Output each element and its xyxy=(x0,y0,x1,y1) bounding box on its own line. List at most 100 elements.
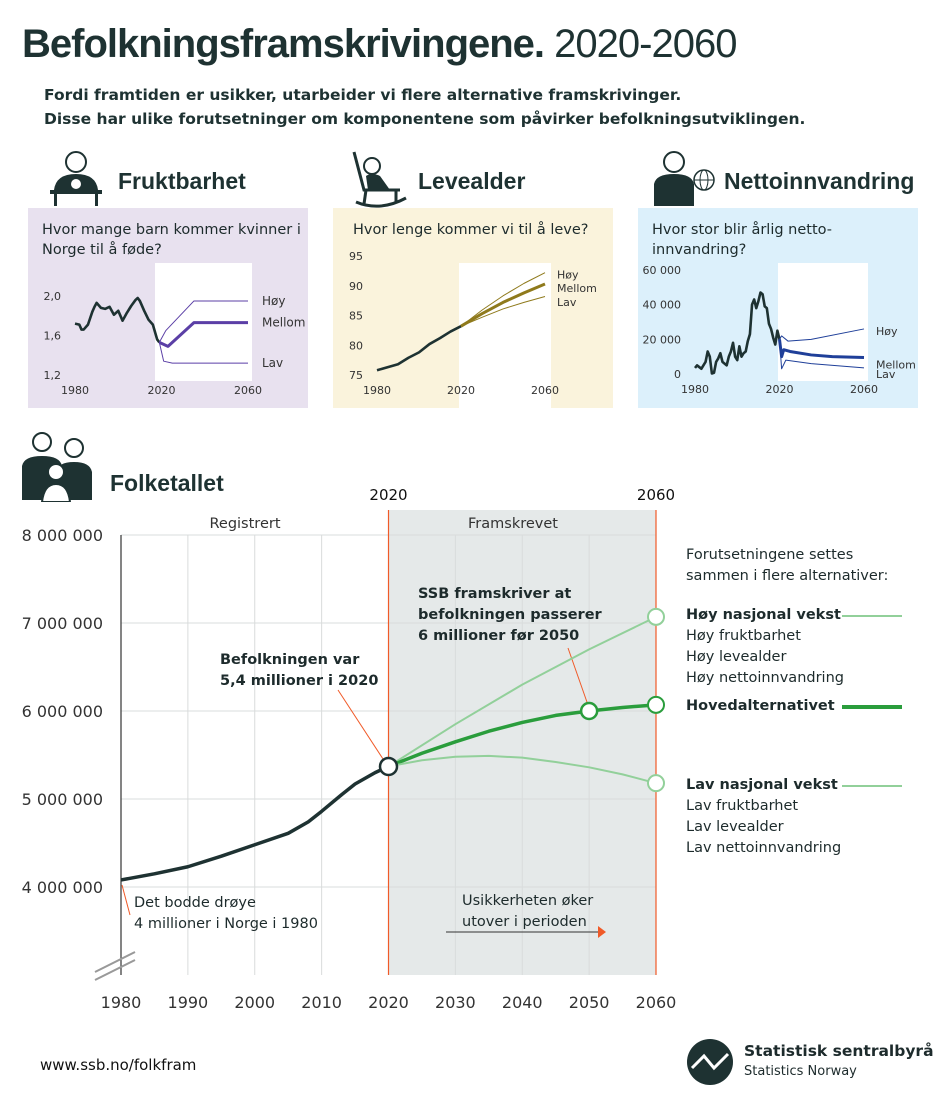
series-label: Høy xyxy=(557,268,579,281)
x-tick-label: 2020 xyxy=(148,384,176,397)
y-tick-label: 1,6 xyxy=(44,330,62,343)
series-line-lav xyxy=(779,339,865,370)
x-tick-label: 1990 xyxy=(168,993,209,1012)
y-tick-label: 60 000 xyxy=(643,264,682,277)
annotation-uncertainty: Usikkerheten øker utover i perioden xyxy=(462,893,594,930)
series-label: Høy xyxy=(876,325,898,338)
legend-low: Lav nasjonal vekst xyxy=(686,777,838,793)
y-tick-label: 80 xyxy=(349,339,363,352)
series-label: Lav xyxy=(557,296,577,309)
end-marker xyxy=(647,695,665,714)
series-label: Lav xyxy=(262,356,283,370)
fertility-chart: 1,2 1,6 2,0 1980 2020 2060 Høy Mellom Lav xyxy=(44,263,305,397)
axis-break xyxy=(94,959,136,981)
axis-break xyxy=(94,951,136,973)
y-tick-label: 20 000 xyxy=(643,333,682,346)
annotation-leader xyxy=(337,689,386,763)
annotation-leader xyxy=(121,884,131,916)
legend-low-item: Lav fruktbarhet xyxy=(686,798,799,814)
annotation-2020: Befolkningen var 5,4 millioner i 2020 xyxy=(220,652,379,689)
x-tick-label: 2030 xyxy=(435,993,476,1012)
end-marker xyxy=(647,607,665,626)
migration-chart: 0 20 000 40 000 60 000 1980 2020 2060 Høy Mellom… xyxy=(643,263,916,396)
annotation-1980: Det bodde drøye 4 millioner i Norge i 198… xyxy=(134,895,318,932)
section-title-fertility: Fruktbarhet xyxy=(118,168,246,194)
section-title-migration: Nettoinnvandring xyxy=(724,168,915,194)
annotation-6-million: SSB framskriver at befolkningen passerer 6… xyxy=(418,586,602,644)
y-tick-label: 8 000 000 xyxy=(22,526,103,545)
series-line-høy xyxy=(460,272,546,327)
x-tick-label: 2060 xyxy=(850,383,878,396)
end-marker xyxy=(647,774,665,793)
series-line xyxy=(387,703,657,769)
legend-low-item: Lav nettoinnvandring xyxy=(686,840,842,856)
y-tick-label: 95 xyxy=(349,250,363,263)
x-tick-label: 2050 xyxy=(569,993,610,1012)
history-line xyxy=(693,291,781,375)
y-tick-label: 5 000 000 xyxy=(22,790,103,809)
marker-2050 xyxy=(579,701,599,721)
series-label: Høy xyxy=(262,294,285,308)
y-tick-label: 4 000 000 xyxy=(22,878,103,897)
arrow-head xyxy=(598,926,606,938)
series-line xyxy=(388,754,657,785)
legend-low-item: Lav levealder xyxy=(686,819,784,835)
period-label: Framskrevet xyxy=(468,516,558,532)
x-tick-label: 2060 xyxy=(531,384,559,397)
x-tick-label: 2010 xyxy=(301,993,342,1012)
series-line-mellom xyxy=(460,282,546,328)
y-tick-label: 40 000 xyxy=(643,299,682,312)
series-label: Mellom xyxy=(262,316,305,330)
ssb-logo-icon xyxy=(687,1039,733,1085)
fertility-question: Hvor mange barn kommer kvinner i Norge t… xyxy=(42,222,301,258)
projection-area xyxy=(778,263,868,381)
x-tick-label: 1980 xyxy=(363,384,391,397)
family-icon xyxy=(22,432,92,502)
fertility-panel: Hvor mange barn kommer kvinner i Norge t… xyxy=(28,208,308,408)
x-tick-label: 2060 xyxy=(234,384,262,397)
section-title-population: Folketallet xyxy=(110,470,224,496)
x-tick-label: 2020 xyxy=(766,383,794,396)
series-line-lav xyxy=(460,295,546,327)
series-line-høy xyxy=(779,328,865,342)
life-panel: Hvor lenge kommer vi til å leve? 75 80 85 9… xyxy=(333,208,613,408)
legend-high: Høy nasjonal vekst xyxy=(686,607,841,623)
series-line-mellom xyxy=(778,339,865,360)
x-tick-label: 1980 xyxy=(681,383,709,396)
x-tick-label: 2040 xyxy=(502,993,543,1012)
y-tick-label: 0 xyxy=(674,368,681,381)
history-line xyxy=(376,325,462,372)
org-name-en: Statistics Norway xyxy=(744,1064,857,1079)
y-tick-label: 7 000 000 xyxy=(22,614,103,633)
org-name: Statistisk sentralbyrå xyxy=(744,1042,934,1060)
life-question: Hvor lenge kommer vi til å leve? xyxy=(353,222,589,238)
x-tick-label: 1980 xyxy=(61,384,89,397)
legend-high-item: Høy levealder xyxy=(686,649,787,665)
legend-swatches xyxy=(842,615,902,787)
series-label: Lav xyxy=(876,368,896,381)
migration-panel: Hvor stor blir årlig netto-innvandring? … xyxy=(638,208,918,408)
y-tick-label: 90 xyxy=(349,280,363,293)
population-chart: 1980 1990 2000 2010 2020 2030 2040 2050 2060 4 00… xyxy=(22,486,677,1012)
series-line-mellom xyxy=(158,321,248,348)
y-tick-label: 2,0 xyxy=(44,290,62,303)
legend-intro: Forutsetningene settes sammen i flere al… xyxy=(686,547,889,584)
history-line xyxy=(74,296,161,344)
section-title-life: Levealder xyxy=(418,168,526,194)
series-line xyxy=(387,615,657,768)
marker-2020 xyxy=(378,756,399,777)
subtitle-1: Fordi framtiden er usikker, utarbeider v… xyxy=(44,86,682,104)
x-tick-label: 1980 xyxy=(101,993,142,1012)
marker-year-label: 2060 xyxy=(637,486,675,504)
legend-high-item: Høy fruktbarhet xyxy=(686,628,801,644)
series-line-høy xyxy=(158,300,248,343)
series-label: Mellom xyxy=(557,282,597,295)
person-globe-icon xyxy=(654,151,715,206)
footer-url-link[interactable]: www.ssb.no/folkfram xyxy=(40,1056,197,1074)
y-tick-label: 1,2 xyxy=(44,369,62,382)
x-tick-label: 2020 xyxy=(368,993,409,1012)
y-tick-label: 85 xyxy=(349,310,363,323)
x-tick-label: 2020 xyxy=(447,384,475,397)
rocking-chair-icon xyxy=(352,151,407,208)
